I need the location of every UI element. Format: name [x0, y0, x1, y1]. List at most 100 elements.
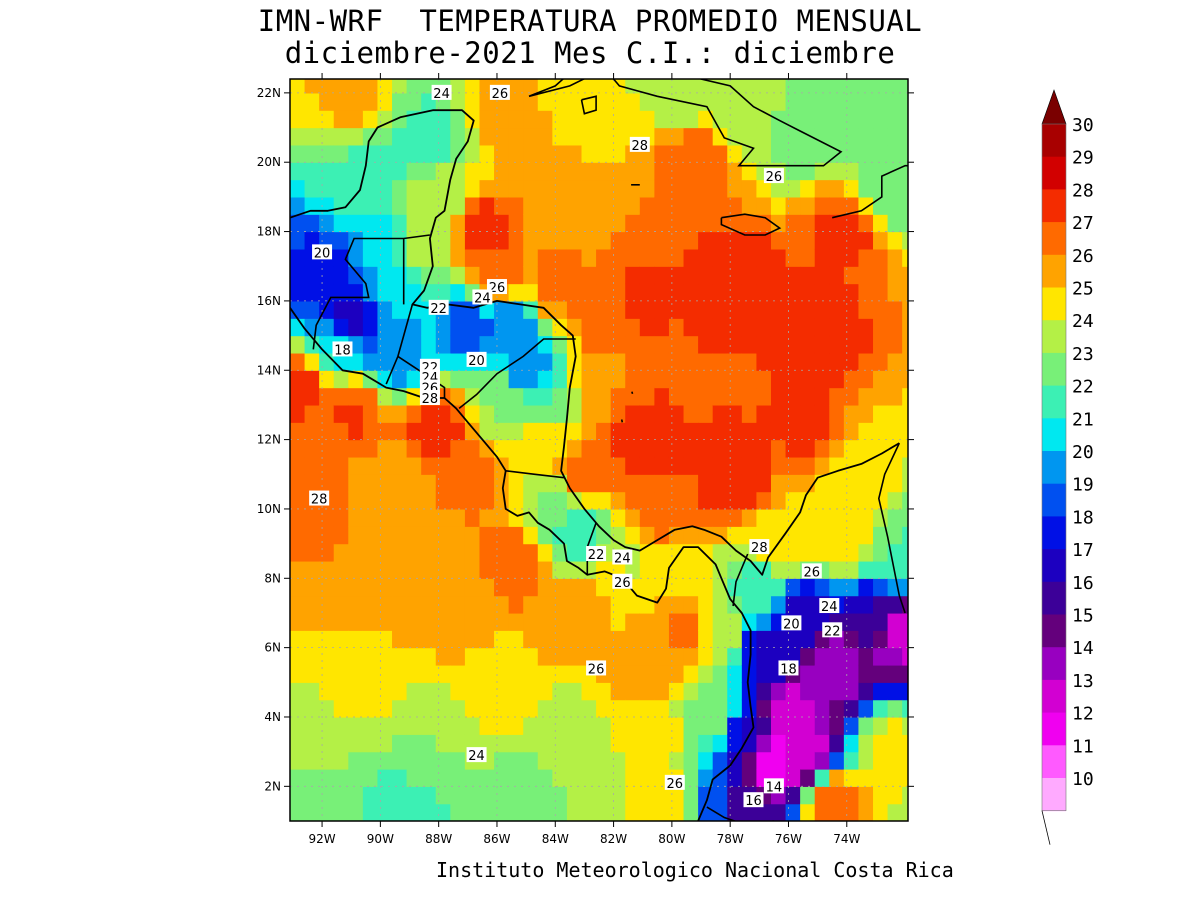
field-cell — [902, 335, 908, 354]
field-cell — [406, 595, 422, 614]
field-cell — [902, 92, 908, 111]
field-cell — [435, 439, 451, 458]
field-cell — [494, 803, 510, 821]
field-cell — [887, 92, 903, 111]
field-cell — [290, 526, 306, 545]
field-cell — [566, 768, 583, 787]
field-cell — [712, 612, 728, 631]
field-cell — [333, 179, 349, 198]
field-cell — [902, 370, 908, 389]
field-cell — [333, 751, 349, 770]
field-cell — [698, 196, 714, 215]
field-cell — [377, 682, 393, 701]
field-cell — [406, 526, 422, 545]
field-cell — [290, 491, 306, 510]
field-cell — [450, 786, 466, 805]
field-cell — [552, 387, 568, 406]
field-cell — [537, 682, 553, 701]
field-cell — [421, 162, 437, 181]
field-cell — [741, 647, 758, 666]
field-cell — [406, 664, 422, 683]
field-cell — [333, 300, 349, 319]
field-cell — [435, 162, 451, 181]
field-cell — [362, 196, 379, 215]
field-cell — [843, 803, 860, 821]
field-cell — [435, 508, 451, 527]
field-cell — [843, 266, 860, 285]
field-cell — [785, 283, 801, 302]
field-cell — [902, 300, 908, 319]
field-cell — [377, 474, 393, 493]
field-cell — [450, 404, 466, 423]
field-cell — [858, 110, 874, 129]
field-cell — [596, 682, 612, 701]
field-cell — [843, 699, 860, 718]
field-cell — [785, 526, 801, 545]
field-cell — [800, 110, 816, 129]
field-cell — [479, 803, 495, 821]
field-cell — [639, 110, 655, 129]
field-cell — [552, 699, 568, 718]
field-cell — [523, 491, 539, 510]
field-cell — [523, 92, 539, 111]
field-cell — [610, 300, 626, 319]
field-cell — [479, 578, 495, 597]
field-cell — [581, 318, 597, 337]
field-cell — [770, 144, 787, 163]
field-cell — [727, 612, 743, 631]
field-cell — [770, 318, 787, 337]
field-cell — [683, 387, 699, 406]
field-cell — [304, 474, 320, 493]
field-cell — [814, 508, 830, 527]
field-cell — [421, 803, 437, 821]
field-cell — [770, 595, 787, 614]
field-cell — [464, 647, 481, 666]
field-cell — [450, 127, 466, 146]
field-cell — [333, 612, 349, 631]
field-cell — [843, 508, 860, 527]
field-cell — [435, 127, 451, 146]
field-cell — [698, 92, 714, 111]
field-cell — [392, 110, 408, 129]
field-cell — [319, 300, 335, 319]
field-cell — [319, 404, 335, 423]
field-cell — [610, 786, 626, 805]
field-cell — [712, 647, 728, 666]
colorbar-label: 30 — [1072, 115, 1094, 136]
field-cell — [756, 716, 772, 735]
field-cell — [741, 768, 758, 787]
field-cell — [712, 786, 728, 805]
field-cell — [785, 370, 801, 389]
field-cell — [829, 283, 845, 302]
field-cell — [610, 803, 626, 821]
field-cell — [843, 352, 860, 371]
field-cell — [537, 612, 553, 631]
field-cell — [829, 491, 845, 510]
colorbar-swatch — [1042, 189, 1066, 223]
field-cell — [800, 664, 816, 683]
field-cell — [800, 283, 816, 302]
lat-tick-label: 2N — [264, 779, 281, 793]
field-cell — [333, 439, 349, 458]
field-cell — [683, 716, 699, 735]
field-cell — [741, 474, 758, 493]
field-cell — [494, 716, 510, 735]
field-cell — [625, 491, 641, 510]
field-cell — [829, 110, 845, 129]
hispaniola-island — [832, 164, 908, 219]
field-cell — [756, 79, 772, 94]
field-cell — [596, 630, 612, 649]
field-cell — [464, 630, 481, 649]
field-cell — [566, 248, 583, 267]
colorbar-swatch — [1042, 516, 1066, 550]
field-cell — [421, 578, 437, 597]
colorbar-label: 14 — [1072, 638, 1094, 659]
field-cell — [668, 716, 685, 735]
field-cell — [887, 248, 903, 267]
field-cell — [698, 404, 714, 423]
colorbar-swatch — [1042, 712, 1066, 746]
field-cell — [348, 179, 364, 198]
field-cell — [479, 248, 495, 267]
field-cell — [290, 439, 306, 458]
field-cell — [494, 214, 510, 233]
